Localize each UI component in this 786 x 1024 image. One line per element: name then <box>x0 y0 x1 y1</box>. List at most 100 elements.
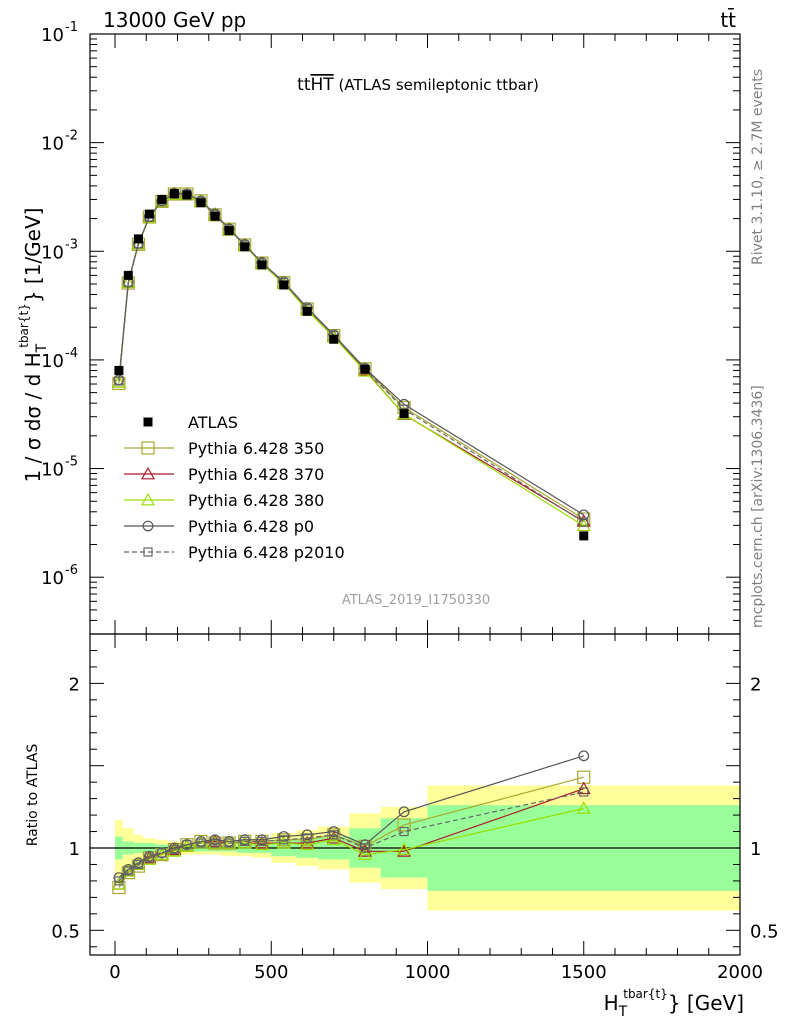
series-point-ratio <box>397 842 412 856</box>
y-axis-label: 1 / σ dσ / d HTtbar{t}} [1/GeV] <box>17 208 50 483</box>
legend-label: Pythia 6.428 350 <box>188 439 324 458</box>
series-point-ratio <box>123 866 133 876</box>
data-point <box>579 531 589 541</box>
title-main: tt <box>297 75 311 95</box>
legend-label: Pythia 6.428 380 <box>188 491 324 510</box>
y-tick-label-base: 10 <box>41 460 64 481</box>
legend-label-atlas: ATLAS <box>188 413 238 432</box>
legend: ATLAS Pythia 6.428 350 Pythia 6.428 370 Pyt… <box>124 413 345 562</box>
x-tick-label: 2000 <box>717 962 763 983</box>
title-rest: (ATLAS semileptonic ttbar) <box>334 76 539 94</box>
data-point <box>133 234 143 244</box>
data-point <box>240 242 250 252</box>
series-point-ratio <box>157 848 167 858</box>
series-point-ratio <box>133 857 144 869</box>
series-point-ratio <box>239 834 251 846</box>
series-point-ratio <box>359 839 371 851</box>
series-point-ratio <box>397 818 411 832</box>
series-point-ratio <box>156 847 168 859</box>
atlas-data <box>114 189 589 541</box>
series-point-ratio <box>223 836 235 847</box>
x-axis-label: HTtbar{t}} [GeV] <box>604 987 744 1020</box>
series-point-ratio <box>578 750 590 762</box>
ratio-y-axis-label: Ratio to ATLAS <box>25 744 41 847</box>
y-axis-label-unit: } [1/GeV] <box>21 208 45 304</box>
series-point-ratio <box>169 845 179 855</box>
x-axis-label-sup: tbar{t} <box>623 987 668 1001</box>
series-point-ratio <box>112 880 126 895</box>
series-point-main <box>578 509 590 521</box>
series-point-ratio <box>398 806 410 818</box>
x-axis-label-main: H <box>604 991 619 1015</box>
data-point <box>224 226 234 236</box>
series-point-ratio <box>131 857 146 870</box>
series-point-ratio <box>240 836 250 847</box>
series-point-ratio <box>357 844 373 857</box>
series-point-ratio <box>207 834 223 847</box>
series-line-ratio <box>118 755 584 879</box>
x-tick-label: 0 <box>109 962 120 983</box>
data-point <box>302 306 312 316</box>
y-tick-label-base: 10 <box>41 351 64 372</box>
data-point <box>169 189 179 199</box>
data-point <box>144 209 154 219</box>
y-tick-label-base: 10 <box>41 242 64 263</box>
series-point-ratio <box>196 838 206 848</box>
series-point-ratio <box>237 835 252 849</box>
series-point-ratio <box>279 835 289 845</box>
legend-label: Pythia 6.428 p0 <box>188 517 314 536</box>
title-overline-part: HT <box>311 75 335 95</box>
y-axis-label-main: 1 / σ dσ / d H <box>21 352 45 482</box>
data-point <box>196 198 206 208</box>
y-axis-label-sub: T <box>34 343 50 353</box>
ratio-uncertainty-bands <box>90 785 740 911</box>
series-line-ratio <box>118 791 584 882</box>
y-tick-label-exp: -5 <box>65 455 78 470</box>
ratio-frame <box>89 633 741 956</box>
legend-marker <box>142 520 154 532</box>
series-point-ratio <box>121 863 136 877</box>
data-point <box>399 409 409 419</box>
data-point <box>182 190 192 200</box>
legend-marker <box>140 466 156 480</box>
data-point <box>257 260 267 270</box>
series-point-ratio <box>182 840 192 850</box>
data-point <box>210 211 220 221</box>
y-tick-label-base: 10 <box>41 25 64 46</box>
series-point-ratio <box>256 834 268 846</box>
series-point-ratio <box>114 876 124 886</box>
legend-label: Pythia 6.428 370 <box>188 465 324 484</box>
axis-ticks: 0 500 1000 1500 200010-110-210-310-410-510-6… <box>41 20 779 983</box>
series-point-ratio <box>142 852 157 865</box>
y-tick-label-exp: -3 <box>65 237 78 252</box>
series-point-ratio <box>329 830 339 840</box>
series-point-ratio <box>122 864 134 875</box>
data-point <box>329 334 339 344</box>
series-point-ratio <box>254 835 269 849</box>
legend-label: Pythia 6.428 p2010 <box>188 543 345 562</box>
x-tick-label: 1000 <box>405 962 451 983</box>
series-point-ratio <box>357 847 373 860</box>
series-point-ratio <box>327 828 341 842</box>
series-point-ratio <box>328 826 340 837</box>
data-point <box>157 194 167 204</box>
series-point-ratio <box>113 872 125 884</box>
series-point-ratio <box>399 826 409 837</box>
series-point-ratio <box>300 837 315 851</box>
series-point-ratio <box>144 853 154 863</box>
y-axis-label-sup: tbar{t} <box>17 303 31 348</box>
y-tick-label-exp: -1 <box>65 20 78 35</box>
ratio-y-tick-label: 1 <box>69 839 80 860</box>
ratio-y-tick-label-right: 1 <box>750 839 761 860</box>
series-point-ratio <box>576 801 591 814</box>
legend-marker-atlas <box>143 417 153 427</box>
series-point-ratio <box>167 844 182 857</box>
x-tick-label: 1500 <box>561 962 607 983</box>
series-point-main <box>111 374 126 388</box>
legend-marker <box>143 547 153 557</box>
series-point-ratio <box>224 838 234 848</box>
y-tick-label-exp: -2 <box>65 129 78 144</box>
series-point-ratio <box>301 829 313 841</box>
series-point-ratio <box>257 836 267 847</box>
